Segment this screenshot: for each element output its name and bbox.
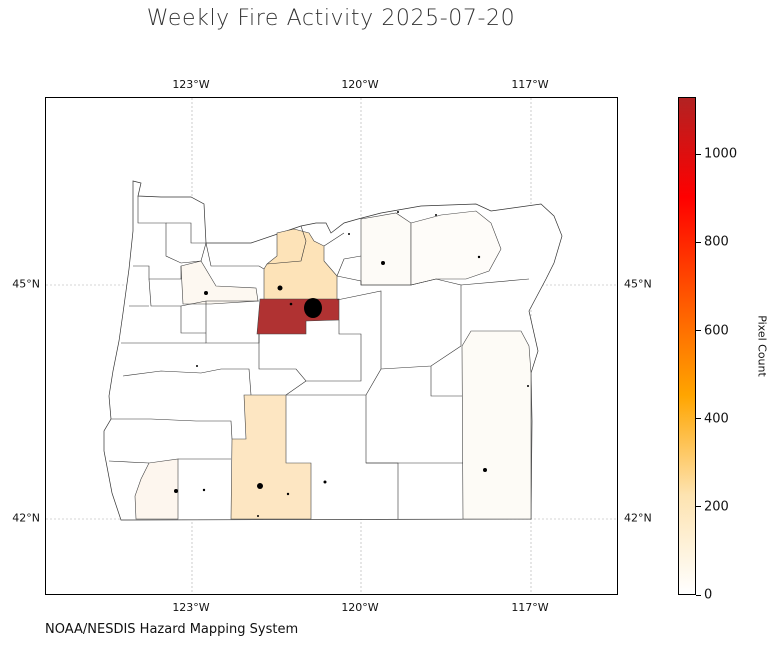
lon-tick-top-0: 123°W: [172, 78, 210, 91]
fire-point: [174, 489, 178, 493]
colorbar-tick-label: 1000: [704, 146, 738, 162]
fire-cluster-main: [304, 298, 322, 318]
lon-tick-top-2: 117°W: [511, 78, 549, 91]
fire-point: [483, 468, 487, 472]
county-borders: [108, 196, 530, 519]
fire-point: [257, 483, 263, 489]
fire-point: [323, 480, 327, 484]
fire-point: [435, 214, 437, 216]
source-credit: NOAA/NESDIS Hazard Mapping System: [45, 622, 299, 637]
colorbar-tick-mark: [696, 418, 701, 420]
colorbar-tick-label: 800: [704, 234, 729, 250]
lat-tick-right-1: 42°N: [624, 511, 652, 525]
county-southeast: [461, 330, 532, 520]
colorbar-label: Pixel Count: [755, 315, 769, 377]
lon-tick-top-1: 120°W: [341, 78, 379, 91]
colorbar-tick-mark: [696, 330, 701, 332]
county-willamette: [180, 260, 259, 305]
colorbar-tick-label: 200: [704, 499, 729, 515]
map-frame: [45, 97, 618, 595]
fire-point: [381, 261, 385, 265]
fire-point: [348, 233, 350, 235]
lon-tick-bottom-2: 117°W: [511, 601, 549, 614]
fire-point: [397, 211, 399, 213]
fire-points: [174, 211, 529, 517]
fire-point: [477, 255, 481, 259]
fire-point: [204, 291, 208, 295]
county-northeast: [360, 212, 412, 286]
fire-point: [286, 492, 290, 496]
colorbar: [678, 97, 696, 595]
colorbar-tick-mark: [696, 594, 701, 596]
county-central-south: [230, 394, 312, 520]
colorbar-tick-label: 0: [704, 587, 713, 603]
lon-tick-bottom-1: 120°W: [341, 601, 379, 614]
lat-tick-left-0: 45°N: [12, 277, 40, 291]
colorbar-tick-label: 400: [704, 411, 729, 427]
fire-point: [277, 285, 283, 291]
colorbar-tick-mark: [696, 153, 701, 155]
fire-point: [527, 385, 529, 387]
lat-tick-left-1: 42°N: [12, 511, 40, 525]
colorbar-tick-label: 600: [704, 323, 729, 339]
colorbar-tick-mark: [696, 506, 701, 508]
colorbar-tick-mark: [696, 241, 701, 243]
chart-title: Weekly Fire Activity 2025-07-20: [146, 6, 516, 31]
fire-point: [202, 488, 206, 492]
lon-tick-bottom-0: 123°W: [172, 601, 210, 614]
fire-point: [257, 515, 259, 517]
oregon-map: [46, 98, 617, 594]
lat-tick-right-0: 45°N: [624, 277, 652, 291]
fire-point: [196, 365, 198, 367]
fire-point: [289, 302, 293, 306]
